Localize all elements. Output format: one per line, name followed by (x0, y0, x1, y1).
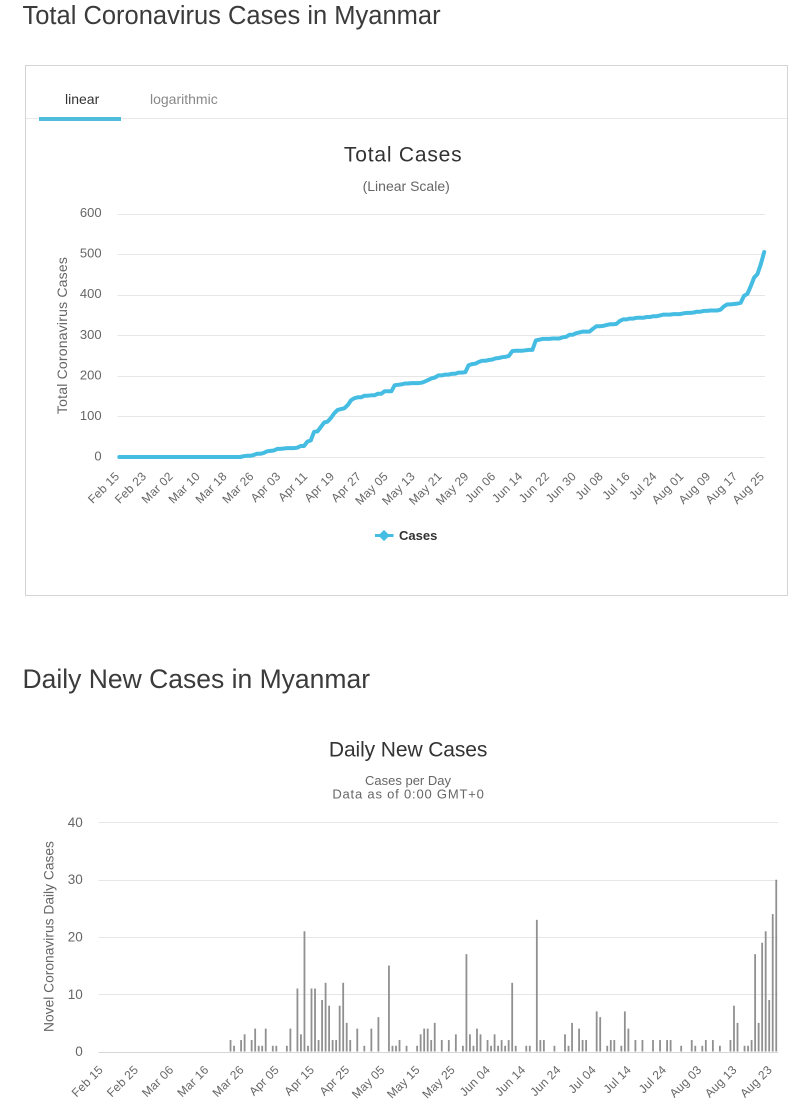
svg-text:Aug 23: Aug 23 (737, 1063, 775, 1101)
svg-text:Jul 24: Jul 24 (636, 1063, 669, 1096)
svg-text:Mar 16: Mar 16 (174, 1063, 211, 1100)
svg-text:Apr 15: Apr 15 (281, 1063, 317, 1099)
svg-text:Jun 14: Jun 14 (492, 1063, 528, 1099)
svg-text:Jul 04: Jul 04 (565, 1063, 598, 1096)
svg-text:Feb 25: Feb 25 (104, 1063, 141, 1100)
svg-text:Jul 08: Jul 08 (573, 469, 606, 502)
svg-text:Cases per Day: Cases per Day (365, 773, 451, 788)
svg-text:10: 10 (68, 987, 83, 1002)
svg-text:Jun 24: Jun 24 (527, 1063, 563, 1099)
svg-text:Jul 16: Jul 16 (599, 469, 632, 502)
svg-text:Mar 26: Mar 26 (210, 1063, 247, 1100)
svg-text:40: 40 (68, 815, 83, 830)
svg-text:Total Cases: Total Cases (344, 144, 463, 167)
svg-text:Jun 30: Jun 30 (543, 469, 579, 505)
svg-text:May 05: May 05 (349, 1063, 388, 1102)
svg-text:Apr 05: Apr 05 (246, 1063, 282, 1099)
svg-text:Daily New Cases: Daily New Cases (329, 738, 487, 761)
svg-text:May 25: May 25 (419, 1063, 458, 1102)
svg-text:Mar 06: Mar 06 (139, 1063, 176, 1100)
svg-text:Data as of 0:00 GMT+0: Data as of 0:00 GMT+0 (332, 786, 484, 801)
svg-text:30: 30 (68, 872, 83, 887)
svg-text:May 15: May 15 (384, 1063, 423, 1102)
svg-text:400: 400 (80, 286, 102, 301)
svg-text:Novel Coronavirus Daily Cases: Novel Coronavirus Daily Cases (42, 841, 57, 1032)
svg-text:Apr 25: Apr 25 (317, 1063, 353, 1099)
svg-text:Aug 13: Aug 13 (702, 1063, 740, 1101)
svg-text:Feb 15: Feb 15 (69, 1063, 106, 1100)
svg-text:Cases: Cases (399, 528, 437, 543)
svg-text:600: 600 (80, 205, 102, 220)
svg-text:200: 200 (80, 367, 102, 382)
svg-text:Aug 03: Aug 03 (667, 1063, 705, 1101)
svg-text:0: 0 (75, 1044, 83, 1059)
svg-text:20: 20 (68, 930, 83, 945)
svg-text:300: 300 (80, 327, 102, 342)
svg-text:Jun 04: Jun 04 (457, 1063, 493, 1099)
svg-text:500: 500 (80, 246, 102, 261)
svg-text:(Linear Scale): (Linear Scale) (363, 178, 450, 194)
svg-text:0: 0 (94, 449, 101, 464)
svg-text:Apr 03: Apr 03 (248, 469, 284, 505)
svg-text:100: 100 (80, 408, 102, 423)
svg-text:Total Coronavirus Cases: Total Coronavirus Cases (54, 257, 70, 414)
svg-text:Jul 14: Jul 14 (601, 1063, 634, 1096)
